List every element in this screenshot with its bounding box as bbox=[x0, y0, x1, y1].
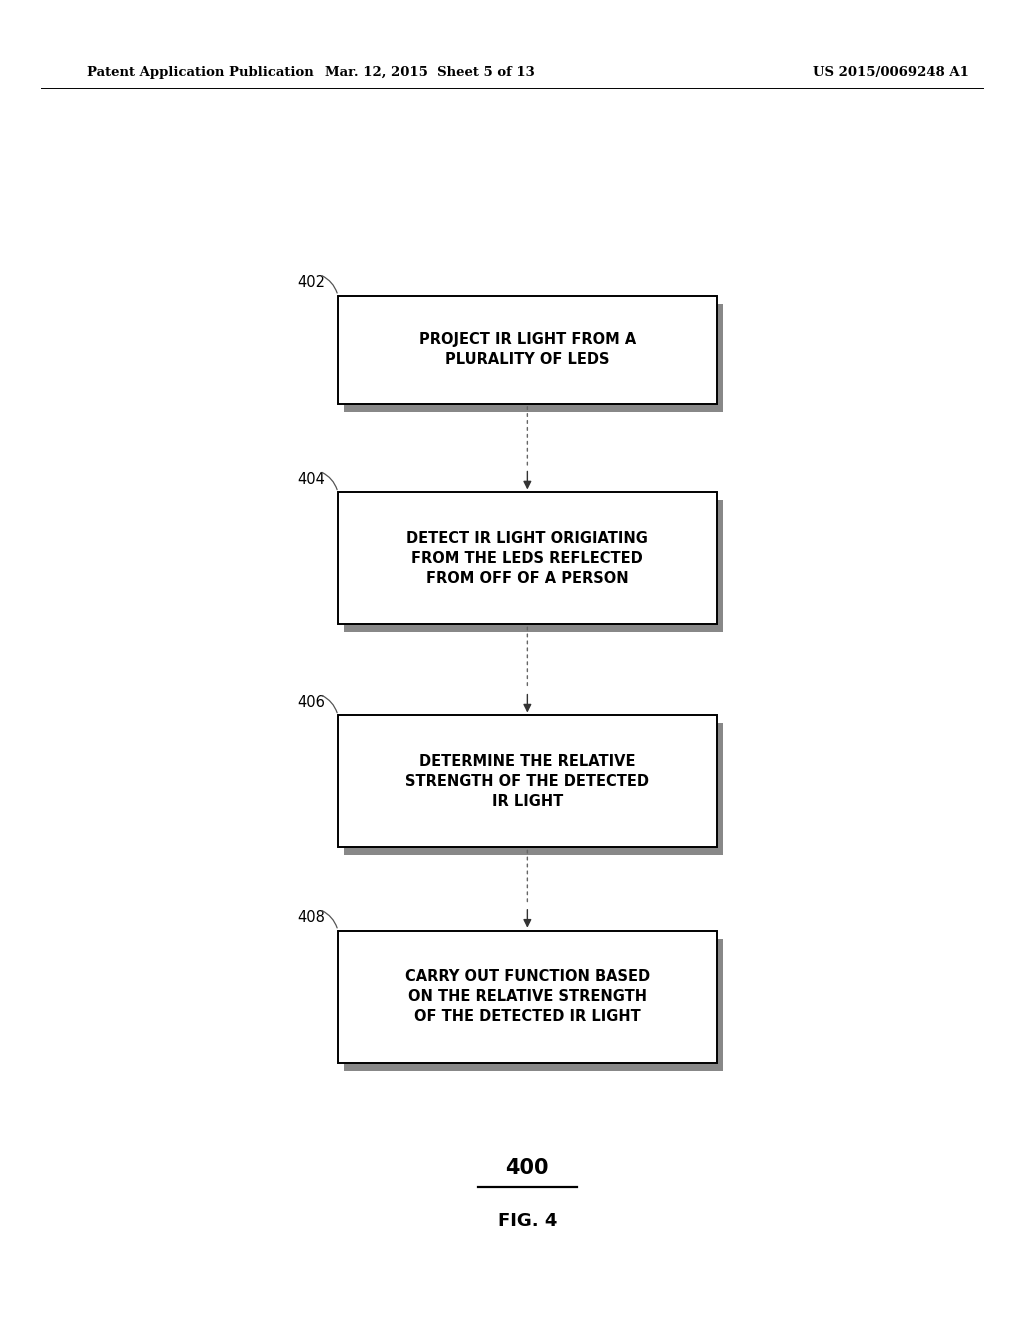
FancyBboxPatch shape bbox=[338, 931, 717, 1063]
FancyBboxPatch shape bbox=[338, 715, 717, 847]
Text: 408: 408 bbox=[297, 911, 325, 925]
FancyBboxPatch shape bbox=[338, 492, 717, 624]
Text: 406: 406 bbox=[297, 696, 325, 710]
FancyBboxPatch shape bbox=[344, 500, 723, 632]
FancyBboxPatch shape bbox=[344, 723, 723, 855]
Text: Mar. 12, 2015  Sheet 5 of 13: Mar. 12, 2015 Sheet 5 of 13 bbox=[326, 66, 535, 79]
Text: DETECT IR LIGHT ORIGIATING
FROM THE LEDS REFLECTED
FROM OFF OF A PERSON: DETECT IR LIGHT ORIGIATING FROM THE LEDS… bbox=[407, 531, 648, 586]
Text: US 2015/0069248 A1: US 2015/0069248 A1 bbox=[813, 66, 969, 79]
Text: 404: 404 bbox=[297, 473, 325, 487]
Text: 402: 402 bbox=[297, 276, 325, 290]
Text: PROJECT IR LIGHT FROM A
PLURALITY OF LEDS: PROJECT IR LIGHT FROM A PLURALITY OF LED… bbox=[419, 333, 636, 367]
Text: 400: 400 bbox=[506, 1158, 549, 1179]
Text: Patent Application Publication: Patent Application Publication bbox=[87, 66, 313, 79]
FancyBboxPatch shape bbox=[338, 296, 717, 404]
FancyBboxPatch shape bbox=[344, 939, 723, 1071]
FancyBboxPatch shape bbox=[344, 304, 723, 412]
Text: CARRY OUT FUNCTION BASED
ON THE RELATIVE STRENGTH
OF THE DETECTED IR LIGHT: CARRY OUT FUNCTION BASED ON THE RELATIVE… bbox=[404, 969, 650, 1024]
Text: DETERMINE THE RELATIVE
STRENGTH OF THE DETECTED
IR LIGHT: DETERMINE THE RELATIVE STRENGTH OF THE D… bbox=[406, 754, 649, 809]
Text: FIG. 4: FIG. 4 bbox=[498, 1212, 557, 1230]
